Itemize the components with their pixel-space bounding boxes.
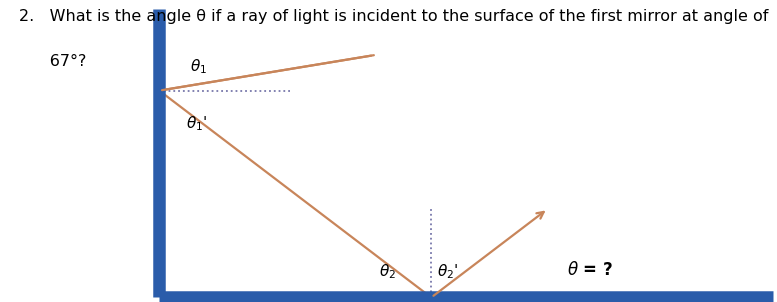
Text: 67°?: 67°? [19,54,87,69]
Text: $\theta_1$: $\theta_1$ [190,57,207,76]
Text: $\theta_1$': $\theta_1$' [186,115,207,133]
Text: $\theta_2$: $\theta_2$ [379,262,396,281]
Text: 2.   What is the angle θ if a ray of light is incident to the surface of the fir: 2. What is the angle θ if a ray of light… [19,9,768,24]
Text: $\theta$ = ?: $\theta$ = ? [567,261,614,279]
Text: $\theta_2$': $\theta_2$' [437,262,458,281]
